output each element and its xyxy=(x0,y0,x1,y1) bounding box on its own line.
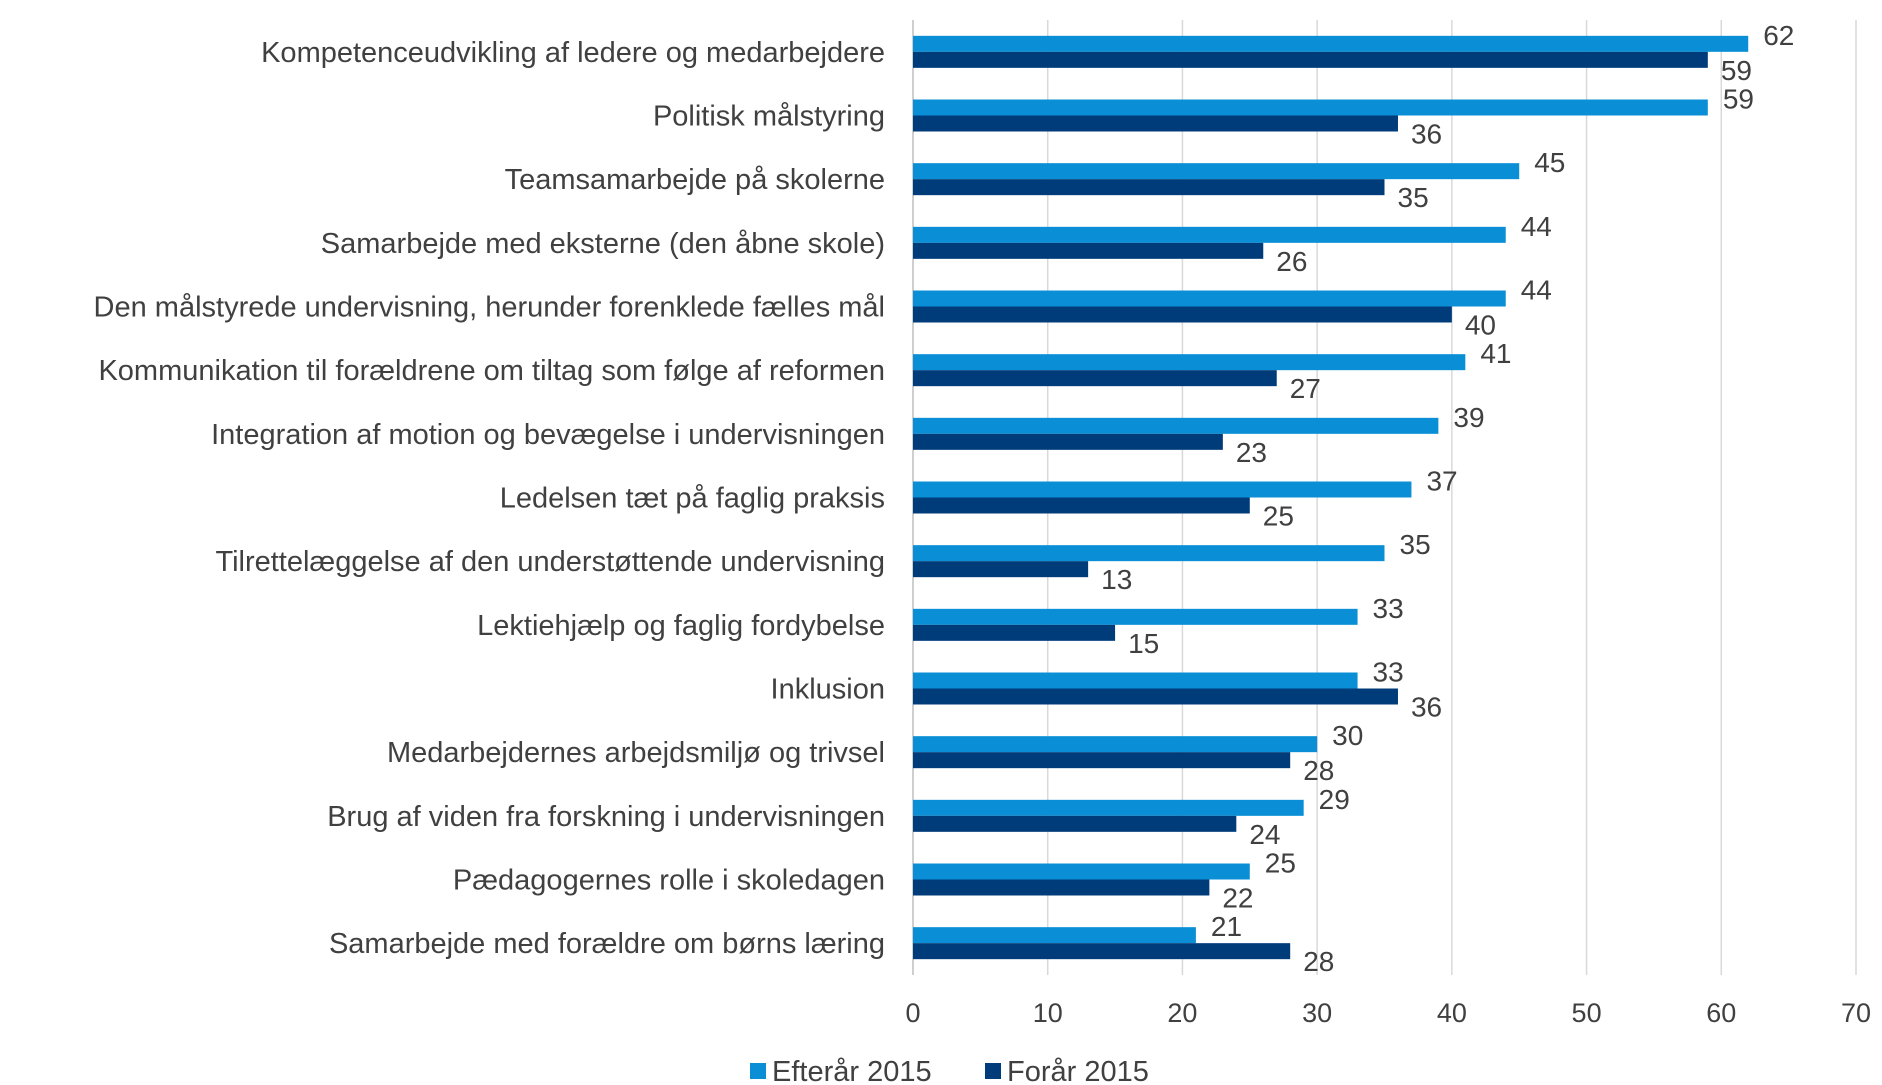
bar-foraar xyxy=(913,306,1452,323)
bar-efteraar xyxy=(913,99,1708,116)
legend-label: Efterår 2015 xyxy=(772,1056,932,1085)
data-label: 25 xyxy=(1263,501,1294,532)
data-label: 37 xyxy=(1426,466,1457,497)
category-label: Samarbejde med eksterne (den åbne skole) xyxy=(321,228,885,260)
data-label: 23 xyxy=(1236,437,1267,468)
data-label: 35 xyxy=(1400,529,1431,560)
bar-foraar xyxy=(913,115,1398,132)
bar-efteraar xyxy=(913,226,1506,243)
category-label: Kompetenceudvikling af ledere og medarbe… xyxy=(261,37,885,69)
data-label: 25 xyxy=(1265,848,1296,879)
legend: Efterår 2015 Forår 2015 xyxy=(750,1056,1149,1085)
bar-efteraar xyxy=(913,672,1358,689)
category-label: Tilrettelæggelse af den understøttende u… xyxy=(215,546,885,578)
x-tick-label: 50 xyxy=(1572,998,1602,1028)
category-label: Lektiehjælp og faglig fordybelse xyxy=(477,610,885,642)
legend-swatch xyxy=(750,1063,766,1079)
bar-efteraar xyxy=(913,736,1318,753)
bar-efteraar xyxy=(913,417,1439,434)
bar-foraar xyxy=(913,242,1264,259)
data-label: 22 xyxy=(1222,883,1253,914)
data-label: 33 xyxy=(1373,593,1404,624)
data-label: 59 xyxy=(1723,84,1754,115)
category-labels: Kompetenceudvikling af ledere og medarbe… xyxy=(94,37,885,960)
x-tick-label: 20 xyxy=(1167,998,1197,1028)
bar-efteraar xyxy=(913,608,1358,625)
data-label: 39 xyxy=(1453,402,1484,433)
bar-foraar xyxy=(913,179,1385,196)
bar-efteraar xyxy=(913,481,1412,498)
category-label: Teamsamarbejde på skolerne xyxy=(505,164,885,196)
category-label: Politisk målstyring xyxy=(653,101,885,133)
bar-efteraar xyxy=(913,927,1196,944)
data-label: 62 xyxy=(1763,20,1794,51)
x-tick-label: 30 xyxy=(1302,998,1332,1028)
data-label: 44 xyxy=(1521,211,1552,242)
data-label: 36 xyxy=(1411,119,1442,150)
bar-foraar xyxy=(913,497,1250,514)
bar-efteraar xyxy=(913,545,1385,562)
bar-foraar xyxy=(913,561,1089,578)
bar-foraar xyxy=(913,51,1708,68)
bar-efteraar xyxy=(913,799,1304,816)
data-label: 40 xyxy=(1465,310,1496,341)
x-tick-label: 40 xyxy=(1437,998,1467,1028)
category-label: Medarbejdernes arbejdsmiljø og trivsel xyxy=(387,737,885,769)
category-label: Brug af viden fra forskning i undervisni… xyxy=(327,801,885,833)
bar-efteraar xyxy=(913,863,1250,880)
data-label: 27 xyxy=(1290,373,1321,404)
bar-efteraar xyxy=(913,354,1466,371)
category-label: Ledelsen tæt på faglig praksis xyxy=(500,483,885,515)
bars xyxy=(913,35,1749,960)
data-label: 24 xyxy=(1249,819,1280,850)
legend-label: Forår 2015 xyxy=(1007,1056,1149,1085)
bar-foraar xyxy=(913,752,1291,769)
data-label: 28 xyxy=(1303,755,1334,786)
category-label: Inklusion xyxy=(771,674,885,706)
data-label: 36 xyxy=(1411,692,1442,723)
bar-foraar xyxy=(913,624,1116,641)
bar-foraar xyxy=(913,943,1291,960)
category-label: Kommunikation til forældrene om tiltag s… xyxy=(98,355,885,387)
category-label: Samarbejde med forældre om børns læring xyxy=(329,928,885,960)
legend-swatch xyxy=(985,1063,1001,1079)
category-label: Den målstyrede undervisning, herunder fo… xyxy=(94,292,885,324)
x-tick-label: 70 xyxy=(1841,998,1871,1028)
bar-efteraar xyxy=(913,35,1749,52)
x-axis-tick-labels: 0 10 20 30 40 50 60 70 xyxy=(905,998,1871,1028)
data-label: 35 xyxy=(1398,182,1429,213)
bar-efteraar xyxy=(913,163,1520,180)
data-label: 30 xyxy=(1332,720,1363,751)
x-tick-label: 10 xyxy=(1033,998,1063,1028)
data-label: 21 xyxy=(1211,911,1242,942)
data-labels: 62 59 45 44 44 41 39 37 35 33 33 30 29 25 21 59 36 35 26 40… xyxy=(1101,20,1794,977)
data-label: 33 xyxy=(1373,657,1404,688)
bar-foraar xyxy=(913,815,1237,832)
bar-efteraar xyxy=(913,290,1506,307)
data-label: 45 xyxy=(1534,147,1565,178)
data-label: 13 xyxy=(1101,564,1132,595)
data-label: 59 xyxy=(1721,55,1752,86)
bar-foraar xyxy=(913,370,1277,387)
category-label: Integration af motion og bevægelse i und… xyxy=(211,419,885,451)
data-label: 15 xyxy=(1128,628,1159,659)
bar-foraar xyxy=(913,688,1398,705)
category-label: Pædagogernes rolle i skoledagen xyxy=(453,865,885,897)
data-label: 26 xyxy=(1276,246,1307,277)
data-label: 28 xyxy=(1303,946,1334,977)
x-tick-label: 0 xyxy=(905,998,920,1028)
x-tick-label: 60 xyxy=(1706,998,1736,1028)
data-label: 41 xyxy=(1480,338,1511,369)
bar-foraar xyxy=(913,433,1223,450)
bar-foraar xyxy=(913,879,1210,896)
data-label: 44 xyxy=(1521,275,1552,306)
data-label: 29 xyxy=(1319,784,1350,815)
